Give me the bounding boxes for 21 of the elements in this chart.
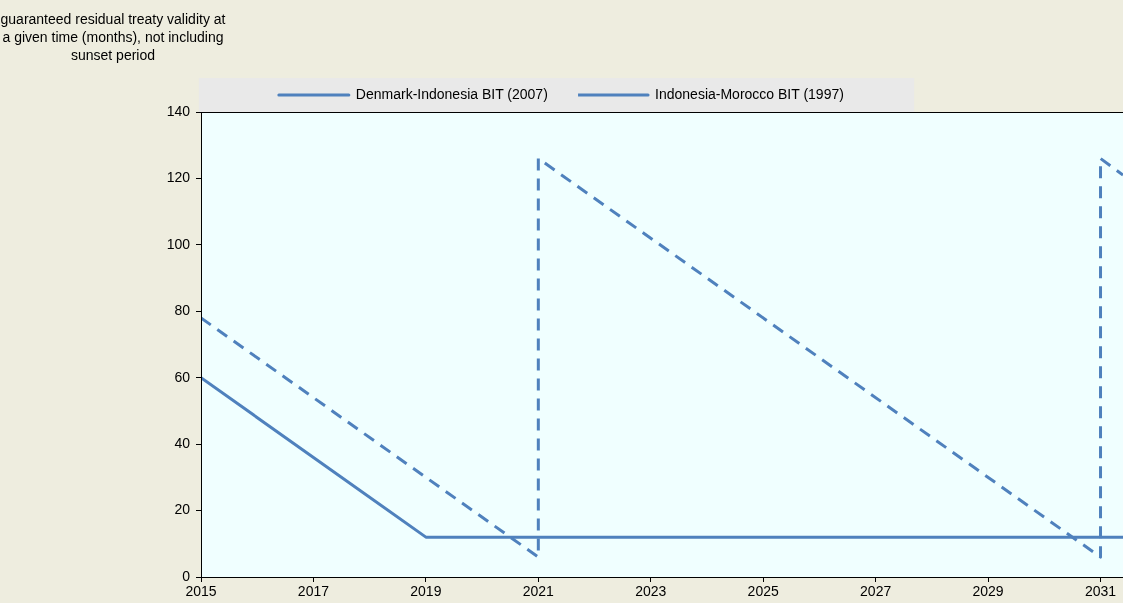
y-axis-title: guaranteed residual treaty validity at a given time (months), not including sunset period [0, 10, 226, 64]
y-tick-label: 60 [174, 368, 191, 385]
x-tick-label: 2015 [185, 583, 217, 600]
x-tick-label: 2019 [410, 583, 442, 600]
legend-label: Denmark-Indonesia BIT (2007) [355, 85, 548, 102]
line-series [201, 157, 1123, 559]
y-tick-label: 120 [166, 169, 191, 186]
x-tick-label: 2021 [522, 583, 555, 600]
y-tick-label: 20 [174, 501, 191, 518]
x-tick-label: 2027 [860, 583, 892, 600]
x-tick-label: 2017 [297, 583, 330, 600]
x-tick-label: 2023 [635, 583, 667, 600]
y-tick-label: 100 [166, 235, 191, 252]
y-tick-label: 40 [174, 435, 191, 451]
legend-label: Indonesia-Morocco BIT (1997) [655, 85, 844, 102]
y-tick-label: 0 [182, 567, 191, 584]
x-tick-label: 2031 [1084, 583, 1117, 600]
x-tick-label: 2025 [747, 583, 779, 600]
x-tick-label: 2029 [972, 583, 1004, 600]
y-tick-label: 80 [174, 302, 191, 319]
y-tick-label: 140 [166, 102, 191, 119]
